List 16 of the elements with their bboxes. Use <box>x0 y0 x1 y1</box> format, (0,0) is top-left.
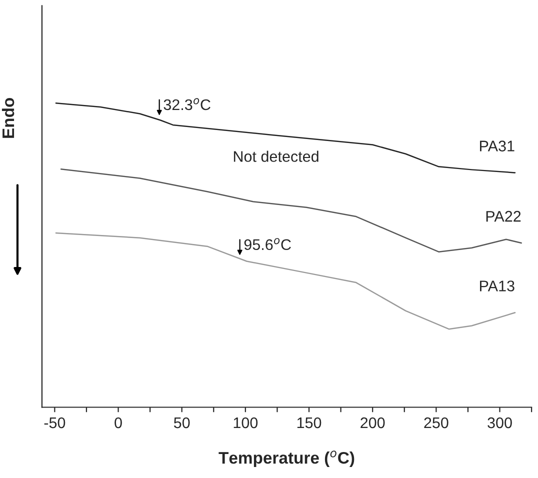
x-tick-label: 50 <box>174 417 190 428</box>
x-tick-label: 200 <box>360 417 385 428</box>
x-tick-label: 250 <box>424 417 448 428</box>
x-tick-label: 300 <box>488 417 512 428</box>
series-label: PA22 <box>486 210 521 222</box>
series-label: PA13 <box>480 280 514 292</box>
x-axis-title: Temperature ($^{o}$C) <box>218 450 354 468</box>
y-axis-title: Endo <box>2 98 14 138</box>
series-label: PA31 <box>480 140 514 152</box>
annotation: Not detected <box>234 150 318 162</box>
annotation: 32.3$^{o}$C <box>164 98 210 110</box>
x-tick-label: 0 <box>114 417 122 428</box>
annotation: 95.6$^{o}$C <box>244 238 291 250</box>
x-tick-label: 100 <box>234 417 258 428</box>
x-tick-label: 150 <box>297 417 322 428</box>
x-tick-label: -50 <box>44 417 66 428</box>
